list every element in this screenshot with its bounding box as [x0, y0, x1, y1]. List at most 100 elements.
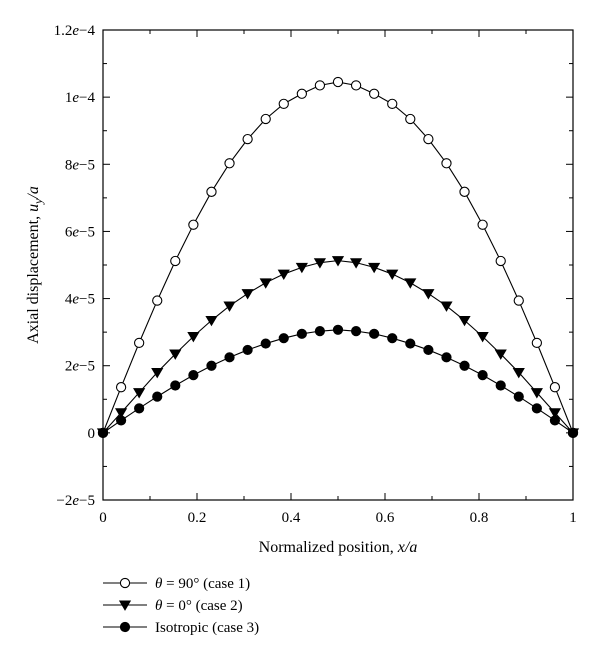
data-point [477, 219, 488, 230]
data-point [494, 349, 507, 360]
y-tick-label: 0 [88, 426, 96, 442]
data-point [223, 301, 236, 312]
data-point [278, 98, 289, 110]
data-point [548, 408, 562, 419]
legend-marker [119, 621, 131, 633]
data-point [169, 349, 182, 360]
data-point [512, 367, 525, 379]
data-point [531, 337, 543, 349]
data-point [440, 301, 453, 312]
data-point [260, 338, 271, 349]
data-point [331, 256, 345, 267]
data-point [477, 370, 488, 381]
data-point [313, 258, 327, 269]
data-point [277, 269, 290, 280]
data-point [206, 360, 217, 371]
data-point [368, 88, 380, 99]
legend: θ = 90° (case 1) θ = 0° (case 2) Isotropic… [103, 576, 259, 636]
data-point [405, 113, 416, 125]
y-tick-label: 1e−4 [65, 90, 96, 106]
data-point [423, 344, 434, 356]
data-point [458, 315, 471, 327]
data-point [278, 333, 289, 344]
data-point [115, 382, 127, 393]
series-3 [97, 324, 579, 438]
data-point [531, 403, 542, 414]
data-point [260, 113, 271, 125]
data-point [242, 133, 253, 145]
x-tick-label: 0.6 [376, 510, 395, 526]
data-point [368, 262, 381, 274]
x-tick-label: 1 [569, 510, 577, 526]
legend-marker [119, 577, 131, 589]
data-point [170, 255, 181, 267]
series-line [102, 260, 574, 434]
data-point [296, 88, 308, 99]
data-point [296, 328, 307, 339]
legend-label: Isotropic (case 3) [155, 620, 259, 636]
data-point [241, 289, 254, 300]
data-point [332, 76, 344, 88]
data-point [242, 344, 253, 356]
data-point [115, 415, 127, 426]
data-point [423, 133, 434, 145]
data-point [495, 255, 506, 267]
data-point [133, 337, 145, 349]
data-point [459, 186, 470, 197]
data-point [350, 80, 362, 91]
data-point [404, 278, 417, 289]
x-axis-title: Normalized position, x/a [259, 539, 418, 556]
legend-label: θ = 90° (case 1) [155, 576, 250, 592]
legend-marker [118, 600, 132, 611]
data-point [97, 427, 109, 438]
legend-label: θ = 0° (case 2) [155, 598, 243, 614]
data-point [314, 326, 326, 337]
data-point [387, 333, 398, 344]
y-tick-label: 8e−5 [65, 157, 95, 173]
x-tick-label: 0.2 [188, 510, 207, 526]
data-point [188, 370, 199, 381]
data-point [459, 360, 470, 371]
y-tick-label: 2e−5 [65, 359, 95, 375]
data-point [332, 324, 344, 335]
y-tick-label: 6e−5 [65, 224, 95, 240]
y-tick-label: 1.2e−4 [54, 23, 96, 39]
data-point [206, 186, 217, 197]
data-point [152, 295, 163, 306]
data-point [476, 332, 489, 343]
data-point [549, 382, 561, 393]
data-point [495, 380, 506, 391]
data-point [369, 328, 380, 339]
data-point [513, 295, 524, 306]
y-axis-title: Axial displacement, uy/a [25, 186, 45, 344]
data-point [441, 352, 452, 363]
data-point [224, 352, 235, 363]
y-tick-label: 4e−5 [65, 292, 95, 308]
data-point [422, 289, 435, 300]
data-point [314, 80, 326, 91]
data-point [133, 388, 146, 399]
data-point [259, 278, 272, 289]
x-tick-label: 0.8 [470, 510, 489, 526]
data-point [152, 391, 163, 402]
data-point [405, 338, 416, 349]
data-point [205, 315, 218, 327]
data-point [567, 427, 579, 438]
data-point [188, 219, 199, 230]
data-point [114, 408, 128, 419]
data-point [549, 415, 561, 426]
data-point [441, 158, 452, 169]
data-point [387, 98, 398, 110]
data-point [530, 388, 543, 399]
data-point [350, 326, 362, 337]
data-point [224, 158, 235, 169]
data-point [295, 262, 308, 274]
data-point [187, 332, 200, 343]
data-point [513, 391, 524, 402]
x-tick-label: 0 [99, 510, 107, 526]
series-2 [96, 256, 580, 439]
data-point [151, 367, 164, 379]
data-point [349, 258, 363, 269]
x-tick-label: 0.4 [282, 510, 301, 526]
